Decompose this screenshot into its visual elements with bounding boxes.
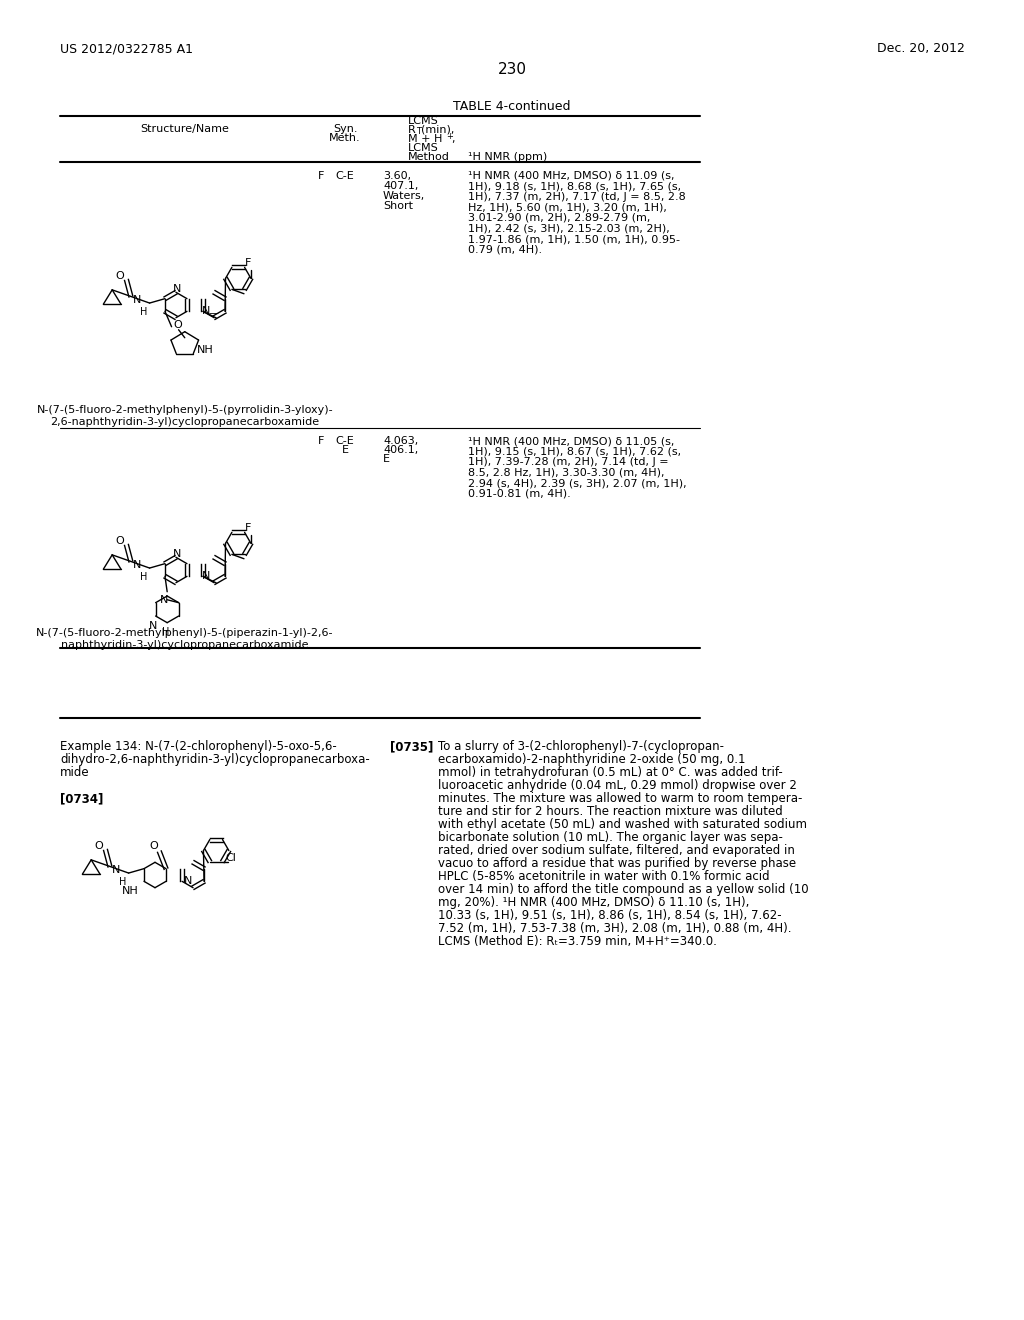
Text: T: T: [416, 127, 421, 136]
Text: HPLC (5-85% acetonitrile in water with 0.1% formic acid: HPLC (5-85% acetonitrile in water with 0…: [438, 870, 770, 883]
Text: N-(7-(5-fluoro-2-methylphenyl)-5-(piperazin-1-yl)-2,6-: N-(7-(5-fluoro-2-methylphenyl)-5-(pipera…: [36, 628, 334, 638]
Text: N: N: [203, 570, 211, 581]
Text: F: F: [318, 436, 325, 446]
Text: O: O: [115, 536, 124, 546]
Text: N: N: [113, 865, 121, 875]
Text: 7.52 (m, 1H), 7.53-7.38 (m, 3H), 2.08 (m, 1H), 0.88 (m, 4H).: 7.52 (m, 1H), 7.53-7.38 (m, 3H), 2.08 (m…: [438, 921, 792, 935]
Text: N-(7-(5-fluoro-2-methylphenyl)-5-(pyrrolidin-3-yloxy)-: N-(7-(5-fluoro-2-methylphenyl)-5-(pyrrol…: [37, 405, 334, 414]
Text: 0.91-0.81 (m, 4H).: 0.91-0.81 (m, 4H).: [468, 488, 570, 499]
Text: Structure/Name: Structure/Name: [140, 124, 229, 135]
Text: O: O: [94, 841, 102, 851]
Text: H: H: [119, 876, 127, 887]
Text: 230: 230: [498, 62, 526, 77]
Text: E: E: [383, 454, 390, 465]
Text: Dec. 20, 2012: Dec. 20, 2012: [878, 42, 965, 55]
Text: rated, dried over sodium sulfate, filtered, and evaporated in: rated, dried over sodium sulfate, filter…: [438, 843, 795, 857]
Text: 8.5, 2.8 Hz, 1H), 3.30-3.30 (m, 4H),: 8.5, 2.8 Hz, 1H), 3.30-3.30 (m, 4H),: [468, 467, 665, 478]
Text: Hz, 1H), 5.60 (m, 1H), 3.20 (m, 1H),: Hz, 1H), 5.60 (m, 1H), 3.20 (m, 1H),: [468, 202, 667, 213]
Text: ecarboxamido)-2-naphthyridine 2-oxide (50 mg, 0.1: ecarboxamido)-2-naphthyridine 2-oxide (5…: [438, 752, 745, 766]
Text: H: H: [140, 572, 147, 582]
Text: 1H), 7.39-7.28 (m, 2H), 7.14 (td, J =: 1H), 7.39-7.28 (m, 2H), 7.14 (td, J =: [468, 457, 669, 467]
Text: naphthyridin-3-yl)cyclopropanecarboxamide: naphthyridin-3-yl)cyclopropanecarboxamid…: [61, 640, 309, 649]
Text: Meth.: Meth.: [329, 133, 360, 143]
Text: minutes. The mixture was allowed to warm to room tempera-: minutes. The mixture was allowed to warm…: [438, 792, 803, 805]
Text: bicarbonate solution (10 mL). The organic layer was sepa-: bicarbonate solution (10 mL). The organi…: [438, 832, 783, 843]
Text: 406.1,: 406.1,: [383, 445, 418, 455]
Text: with ethyl acetate (50 mL) and washed with saturated sodium: with ethyl acetate (50 mL) and washed wi…: [438, 818, 807, 832]
Text: dihydro-2,6-naphthyridin-3-yl)cyclopropanecarboxa-: dihydro-2,6-naphthyridin-3-yl)cyclopropa…: [60, 752, 370, 766]
Text: over 14 min) to afford the title compound as a yellow solid (10: over 14 min) to afford the title compoun…: [438, 883, 809, 896]
Text: 1H), 9.15 (s, 1H), 8.67 (s, 1H), 7.62 (s,: 1H), 9.15 (s, 1H), 8.67 (s, 1H), 7.62 (s…: [468, 446, 681, 457]
Text: H: H: [140, 308, 147, 317]
Text: N: N: [173, 549, 181, 560]
Text: LCMS: LCMS: [408, 116, 438, 125]
Text: 2,6-naphthyridin-3-yl)cyclopropanecarboxamide: 2,6-naphthyridin-3-yl)cyclopropanecarbox…: [50, 417, 319, 426]
Text: C-E: C-E: [336, 436, 354, 446]
Text: US 2012/0322785 A1: US 2012/0322785 A1: [60, 42, 193, 55]
Text: 10.33 (s, 1H), 9.51 (s, 1H), 8.86 (s, 1H), 8.54 (s, 1H), 7.62-: 10.33 (s, 1H), 9.51 (s, 1H), 8.86 (s, 1H…: [438, 909, 781, 921]
Text: O: O: [115, 271, 124, 281]
Text: N: N: [148, 620, 157, 631]
Text: N: N: [133, 296, 141, 305]
Text: 1.97-1.86 (m, 1H), 1.50 (m, 1H), 0.95-: 1.97-1.86 (m, 1H), 1.50 (m, 1H), 0.95-: [468, 234, 680, 244]
Text: C-E: C-E: [336, 172, 354, 181]
Text: +: +: [446, 132, 453, 141]
Text: TABLE 4-continued: TABLE 4-continued: [454, 100, 570, 114]
Text: M + H: M + H: [408, 135, 442, 144]
Text: NH: NH: [122, 886, 139, 896]
Text: [0735]: [0735]: [390, 741, 433, 752]
Text: 1H), 2.42 (s, 3H), 2.15-2.03 (m, 2H),: 1H), 2.42 (s, 3H), 2.15-2.03 (m, 2H),: [468, 223, 670, 234]
Text: vacuo to afford a residue that was purified by reverse phase: vacuo to afford a residue that was purif…: [438, 857, 796, 870]
Text: Short: Short: [383, 201, 413, 211]
Text: F: F: [318, 172, 325, 181]
Text: LCMS: LCMS: [408, 143, 438, 153]
Text: 4.063,: 4.063,: [383, 436, 418, 446]
Text: LCMS (Method E): Rₜ=3.759 min, M+H⁺=340.0.: LCMS (Method E): Rₜ=3.759 min, M+H⁺=340.…: [438, 935, 717, 948]
Text: N: N: [173, 285, 181, 294]
Text: 3.60,: 3.60,: [383, 172, 411, 181]
Text: R: R: [408, 125, 416, 135]
Text: O: O: [174, 319, 182, 330]
Text: N: N: [183, 875, 191, 886]
Text: To a slurry of 3-(2-chlorophenyl)-7-(cyclopropan-: To a slurry of 3-(2-chlorophenyl)-7-(cyc…: [438, 741, 724, 752]
Text: (min),: (min),: [421, 125, 455, 135]
Text: ¹H NMR (400 MHz, DMSO) δ 11.09 (s,: ¹H NMR (400 MHz, DMSO) δ 11.09 (s,: [468, 172, 675, 181]
Text: Syn.: Syn.: [333, 124, 357, 135]
Text: O: O: [150, 841, 158, 850]
Text: Method: Method: [408, 152, 450, 162]
Text: mide: mide: [60, 766, 90, 779]
Text: 407.1,: 407.1,: [383, 181, 419, 191]
Text: luoroacetic anhydride (0.04 mL, 0.29 mmol) dropwise over 2: luoroacetic anhydride (0.04 mL, 0.29 mmo…: [438, 779, 797, 792]
Text: 0.79 (m, 4H).: 0.79 (m, 4H).: [468, 244, 542, 255]
Text: N: N: [160, 595, 168, 605]
Text: ture and stir for 2 hours. The reaction mixture was diluted: ture and stir for 2 hours. The reaction …: [438, 805, 782, 818]
Text: ,: ,: [451, 135, 455, 144]
Text: Cl: Cl: [225, 853, 237, 862]
Text: F: F: [245, 259, 251, 268]
Text: —: —: [208, 309, 218, 318]
Text: 1H), 7.37 (m, 2H), 7.17 (td, J = 8.5, 2.8: 1H), 7.37 (m, 2H), 7.17 (td, J = 8.5, 2.…: [468, 191, 686, 202]
Text: F: F: [245, 523, 251, 533]
Text: N: N: [133, 560, 141, 570]
Text: Example 134: N-(7-(2-chlorophenyl)-5-oxo-5,6-: Example 134: N-(7-(2-chlorophenyl)-5-oxo…: [60, 741, 337, 752]
Text: Waters,: Waters,: [383, 191, 425, 201]
Text: 1H), 9.18 (s, 1H), 8.68 (s, 1H), 7.65 (s,: 1H), 9.18 (s, 1H), 8.68 (s, 1H), 7.65 (s…: [468, 181, 681, 191]
Text: ¹H NMR (ppm): ¹H NMR (ppm): [468, 152, 547, 162]
Text: 2.94 (s, 4H), 2.39 (s, 3H), 2.07 (m, 1H),: 2.94 (s, 4H), 2.39 (s, 3H), 2.07 (m, 1H)…: [468, 478, 687, 488]
Text: mmol) in tetrahydrofuran (0.5 mL) at 0° C. was added trif-: mmol) in tetrahydrofuran (0.5 mL) at 0° …: [438, 766, 782, 779]
Text: H: H: [162, 627, 169, 638]
Text: N: N: [203, 305, 211, 315]
Text: NH: NH: [198, 345, 214, 355]
Text: mg, 20%). ¹H NMR (400 MHz, DMSO) δ 11.10 (s, 1H),: mg, 20%). ¹H NMR (400 MHz, DMSO) δ 11.10…: [438, 896, 750, 909]
Text: E: E: [341, 445, 348, 455]
Text: [0734]: [0734]: [60, 792, 103, 805]
Text: ¹H NMR (400 MHz, DMSO) δ 11.05 (s,: ¹H NMR (400 MHz, DMSO) δ 11.05 (s,: [468, 436, 675, 446]
Text: 3.01-2.90 (m, 2H), 2.89-2.79 (m,: 3.01-2.90 (m, 2H), 2.89-2.79 (m,: [468, 213, 650, 223]
